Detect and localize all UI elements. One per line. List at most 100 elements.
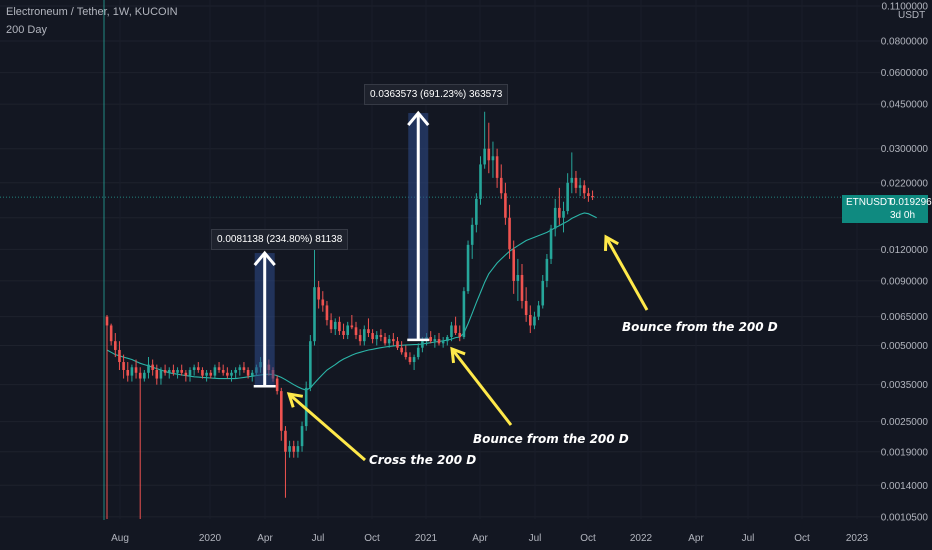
candle-body [151,364,154,370]
candle-body [155,369,159,379]
candle [566,173,569,215]
candle-body [114,341,117,350]
candle-body [134,367,138,373]
candle-body [475,198,478,225]
candle [429,331,432,344]
candle [105,314,109,519]
candle-body [292,446,296,452]
measure-label-2: 0.0363573 (691.23%) 363573 [364,84,509,105]
candle-body [416,347,420,358]
time-tick-label: Oct [364,533,380,544]
time-tick-label: Apr [257,533,273,544]
candle-body [479,164,482,199]
candle-body [325,305,329,321]
candle [180,364,183,376]
ma-200d-line [106,212,597,391]
candle-body [184,372,188,376]
candle-body [176,369,179,373]
candle-body [329,320,333,330]
candle-body [379,335,383,338]
candle-body [197,367,200,370]
candle-body [545,258,549,281]
candle [159,367,163,385]
candle-body [143,372,146,379]
candle-body [338,321,341,332]
candle-body [363,329,366,342]
candle [483,111,486,169]
candle [329,313,333,334]
measures-layer [253,110,430,388]
arrow-cross-head [286,392,304,408]
candle-body [118,349,121,363]
candle-body [375,335,379,340]
candle-body [537,305,540,317]
candle-body [126,369,130,376]
candle-body [371,333,374,340]
candle [462,287,466,340]
candle [350,314,354,330]
candle-body [342,331,345,336]
candle [404,345,408,360]
price-tick-label: 0.0450000 [881,100,929,111]
candle [512,240,515,294]
measure-label-1: 0.0081138 (234.80%) 81138 [211,229,349,250]
candle [479,156,482,205]
candle-body [437,339,441,344]
candle-body [275,378,279,392]
candle-body [350,325,354,328]
candle-body [159,369,163,379]
candle [192,364,196,376]
candle [408,352,412,365]
candle [495,148,499,188]
candle [392,333,395,346]
candle-body [466,244,470,292]
candle [201,367,204,379]
candle-body [288,446,291,452]
arrow-bounce-1-shaft [450,348,513,426]
price-tick-label: 0.0220000 [881,178,929,189]
price-tag-countdown: 3d 0h [890,210,916,221]
candle [491,141,495,178]
candle [147,357,150,379]
candle [221,364,225,376]
candle-body [242,367,246,370]
candle [313,247,316,346]
candle [587,187,590,202]
candle [333,318,337,336]
last-price-tag: ETNUSDT 0.0192960 3d 0h [842,195,932,223]
currency-label: USDT [898,10,926,21]
candle [475,193,478,233]
candle-body [172,369,175,373]
arrows-layer [286,234,649,462]
indicator-legend[interactable]: 200 Day [6,24,47,36]
candle [537,300,540,321]
candle-body [246,369,250,376]
candle-body [250,372,254,376]
candle-body [309,341,312,388]
candle-body [317,287,320,300]
candle [209,369,213,379]
time-tick-label: Oct [794,533,810,544]
candle-body [192,367,196,370]
time-tick-label: Jul [312,533,325,544]
candle-body [163,369,167,373]
candle-body [284,430,287,452]
candle [545,254,549,288]
candle-body [591,196,594,198]
price-tick-label: 0.0025000 [881,417,929,428]
price-tick-label: 0.0035000 [881,380,929,391]
candle-body [587,193,590,197]
candle [213,364,217,379]
price-tag-symbol: ETNUSDT [846,197,894,208]
candle [541,274,545,309]
symbol-title: Electroneum / Tether, 1W, KUCOIN [6,6,178,18]
candle [114,333,117,358]
candle [138,367,142,519]
price-axis[interactable]: 0.1100000 0.0800000 0.0600000 0.0450000 0.03… [881,2,929,524]
candle-body [226,372,229,376]
time-axis[interactable]: Aug 2020 Apr Jul Oct 2021 Apr Jul Oct 2022 Apr Jul O… [111,533,868,544]
price-tick-label: 0.0065000 [881,312,929,323]
candle-body [516,274,520,281]
